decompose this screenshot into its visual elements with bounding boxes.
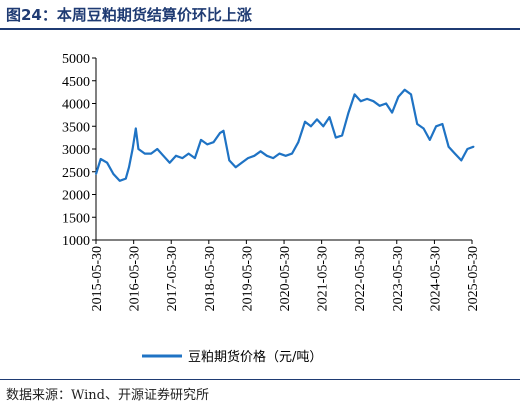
x-tick-label: 2020-05-30 <box>278 246 293 311</box>
data-point <box>128 166 130 169</box>
data-point <box>99 158 102 160</box>
y-tick-label: 5000 <box>62 52 90 67</box>
data-point <box>353 93 356 96</box>
y-tick-label: 1500 <box>62 211 90 226</box>
data-point <box>284 154 287 157</box>
data-point <box>194 157 196 160</box>
data-point <box>112 173 115 175</box>
x-tick-label: 2017-05-30 <box>165 246 180 311</box>
x-tick-label: 2015-05-30 <box>90 246 105 311</box>
x-tick-label: 2022-05-30 <box>353 246 368 311</box>
data-point <box>297 141 300 144</box>
data-point <box>175 154 177 157</box>
data-point <box>168 161 171 164</box>
data-point <box>200 139 202 141</box>
data-point <box>341 134 343 137</box>
title-divider <box>0 28 520 30</box>
data-point <box>359 100 362 103</box>
data-point <box>334 136 337 139</box>
data-point <box>228 159 231 162</box>
data-point <box>187 152 190 155</box>
x-axis-ticks: 2015-05-30 2016-05-30 2017-05-30 2018-05-30… <box>90 240 481 311</box>
y-axis-ticks: 1000 1500 2000 2500 3000 3500 4000 4500 5000 <box>62 52 96 249</box>
x-tick-label: 2021-05-30 <box>316 246 331 311</box>
data-point <box>240 161 243 164</box>
x-tick-label: 2023-05-30 <box>391 246 406 311</box>
data-point <box>428 139 431 141</box>
data-point <box>391 111 393 114</box>
data-point <box>397 95 400 98</box>
x-tick-label: 2025-05-30 <box>466 246 481 311</box>
data-point <box>259 150 262 153</box>
data-point <box>118 179 121 182</box>
data-point <box>441 123 444 125</box>
x-tick-label: 2016-05-30 <box>128 246 143 311</box>
data-point <box>150 152 153 155</box>
data-point <box>124 177 127 180</box>
y-tick-label: 4500 <box>62 75 90 90</box>
data-point <box>447 145 450 148</box>
data-point <box>410 93 412 96</box>
data-point <box>162 154 165 157</box>
chart-axes <box>95 58 472 241</box>
y-tick-label: 3500 <box>62 120 90 135</box>
figure-title: 图24：本周豆粕期货结算价环比上涨 <box>6 6 252 24</box>
data-point <box>366 98 368 100</box>
data-point <box>266 154 268 157</box>
series-line <box>94 88 474 182</box>
data-point <box>106 161 108 164</box>
data-point <box>385 102 387 105</box>
data-point <box>137 148 140 150</box>
data-point <box>234 166 237 169</box>
data-point <box>403 88 406 91</box>
data-point <box>219 132 221 135</box>
legend: 豆粕期货价格（元/吨） <box>142 349 322 365</box>
data-point <box>247 157 249 160</box>
data-point <box>422 127 425 130</box>
source-note: 数据来源：Wind、开源证券研究所 <box>6 388 209 403</box>
data-point <box>291 152 293 155</box>
data-point <box>143 152 146 155</box>
data-point <box>435 125 437 128</box>
series-layer <box>94 88 475 182</box>
data-point <box>466 148 469 150</box>
x-tick-label: 2024-05-30 <box>428 246 443 311</box>
data-point <box>416 123 419 125</box>
data-point <box>454 152 456 155</box>
data-point <box>316 118 318 121</box>
data-point <box>206 143 209 146</box>
y-tick-label: 2500 <box>62 166 90 181</box>
data-point <box>304 120 306 123</box>
footer-divider <box>0 379 520 380</box>
data-point <box>181 157 184 160</box>
data-point <box>212 141 215 144</box>
legend-label: 豆粕期货价格（元/吨） <box>188 349 322 365</box>
data-point <box>347 111 350 114</box>
data-point <box>131 148 134 150</box>
price-line-chart: 1000 1500 2000 2500 3000 3500 4000 4500 5000 201… <box>62 52 481 365</box>
y-tick-label: 3000 <box>62 143 90 158</box>
data-point <box>156 148 159 150</box>
data-point <box>95 173 97 175</box>
data-point <box>278 152 281 155</box>
y-tick-label: 4000 <box>62 98 90 113</box>
data-point <box>310 125 312 128</box>
x-tick-label: 2019-05-30 <box>240 246 255 311</box>
y-tick-label: 1000 <box>62 234 90 249</box>
data-point <box>272 157 275 160</box>
x-tick-label: 2018-05-30 <box>203 246 218 311</box>
data-point <box>472 145 475 148</box>
data-point <box>134 127 137 130</box>
data-point <box>322 125 325 128</box>
y-tick-label: 2000 <box>62 189 90 204</box>
data-point <box>378 104 381 107</box>
data-point <box>460 159 463 162</box>
data-point <box>222 129 225 132</box>
data-point <box>328 116 331 118</box>
data-point <box>372 100 375 103</box>
data-point <box>253 154 256 157</box>
